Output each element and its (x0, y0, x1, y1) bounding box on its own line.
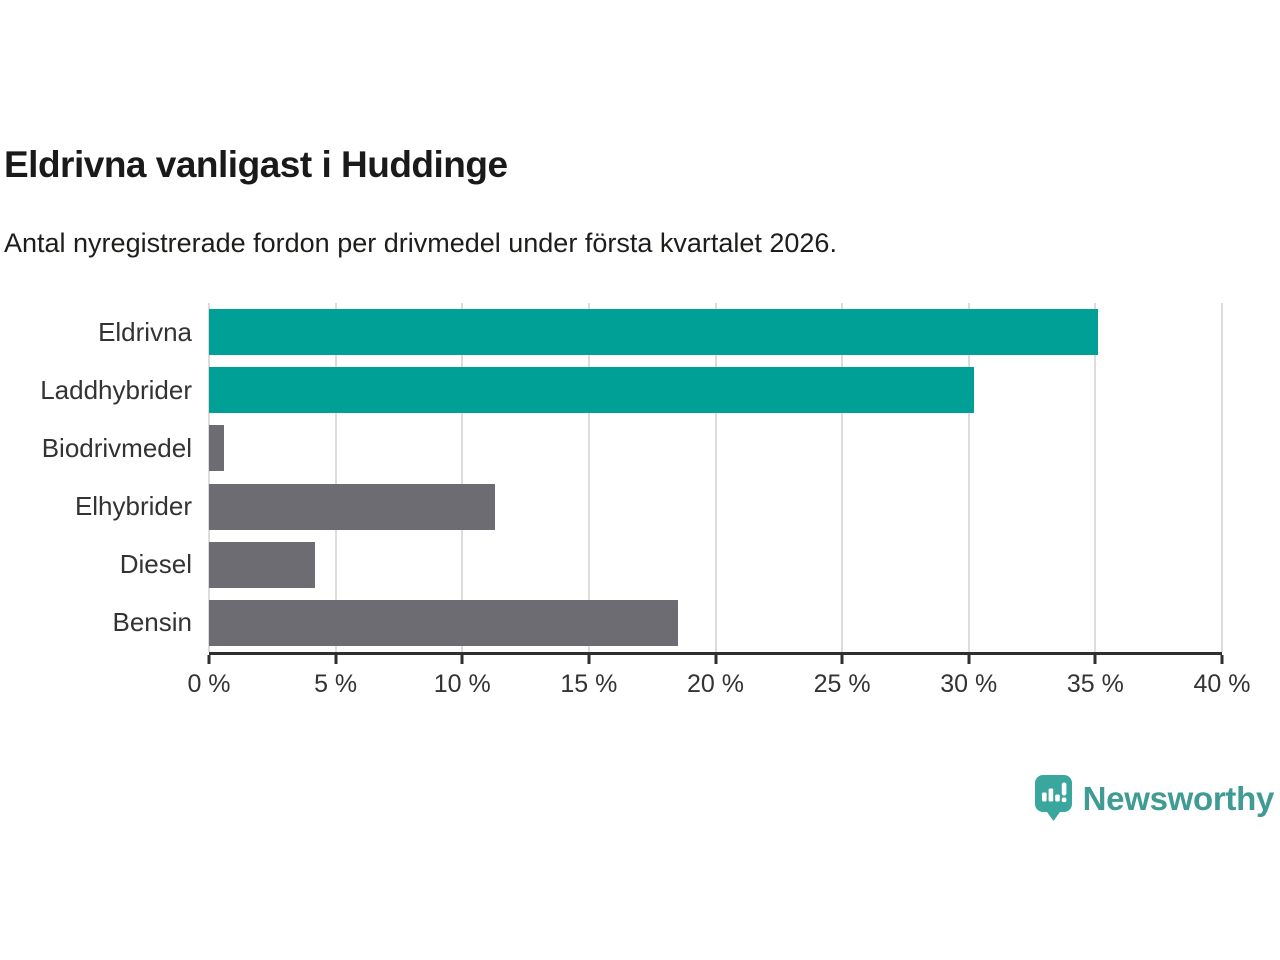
x-tick (334, 655, 338, 664)
gridline (841, 303, 844, 652)
gridline (587, 303, 590, 652)
category-label: Diesel (119, 549, 192, 580)
x-tick (207, 655, 211, 664)
category-label: Bensin (112, 607, 193, 638)
gridline (334, 303, 337, 652)
gridline (208, 303, 210, 652)
newsworthy-bubble-chart-icon (1034, 775, 1072, 821)
x-tick-label: 0 % (187, 670, 231, 698)
gridline (1221, 303, 1223, 652)
x-tick (460, 655, 464, 664)
category-label: Biodrivmedel (41, 432, 192, 463)
x-tick-label: 30 % (940, 670, 998, 698)
x-tick-label: 5 % (314, 670, 358, 698)
newsworthy-logo: Newsworthy (1033, 774, 1274, 823)
x-tick (967, 655, 971, 664)
x-tick-label: 15 % (560, 670, 618, 698)
bar-biodrivmedel (209, 425, 225, 472)
page-title: Eldrivna vanligast i Huddinge (4, 144, 508, 185)
bar-elhybrider (209, 483, 496, 530)
bar-bensin (209, 599, 678, 646)
newsworthy-wordmark: Newsworthy (1082, 779, 1275, 817)
x-tick-label: 20 % (687, 670, 744, 698)
x-tick-label: 25 % (813, 670, 871, 698)
x-tick (714, 655, 717, 664)
category-label: Elhybrider (74, 491, 192, 522)
mini-bar-1 (1041, 792, 1047, 802)
x-tick (840, 655, 844, 664)
y-axis-labels: Eldrivna Laddhybrider Biodrivmedel Elhybrid… (0, 303, 192, 652)
exclamation-dot (1061, 797, 1067, 803)
x-axis: 0 % 5 % 10 % 15 % 20 % 25 % 30 % 35 % 40 % (187, 655, 1250, 715)
plot-area (208, 303, 1223, 655)
bar-eldrivna (209, 309, 1098, 356)
category-label: Laddhybrider (40, 374, 192, 405)
bar-laddhybrider (209, 367, 974, 414)
x-tick (1220, 655, 1224, 664)
mini-bar-2 (1048, 788, 1053, 802)
x-tick-label: 10 % (433, 670, 491, 698)
gridline (967, 303, 970, 652)
x-tick-label: 35 % (1066, 670, 1124, 698)
x-tick (1093, 655, 1097, 664)
bubble-shape (1034, 775, 1072, 821)
mini-bar-3 (1054, 794, 1060, 802)
exclamation-stem (1061, 782, 1067, 796)
gridline (1094, 303, 1097, 652)
bar-diesel (209, 541, 316, 588)
x-tick (587, 655, 591, 664)
gridline (461, 303, 464, 652)
x-tick-label: 40 % (1193, 670, 1251, 698)
chart-subtitle: Antal nyregistrerade fordon per drivmede… (4, 228, 837, 258)
gridline (714, 303, 717, 652)
category-label: Eldrivna (98, 316, 192, 347)
